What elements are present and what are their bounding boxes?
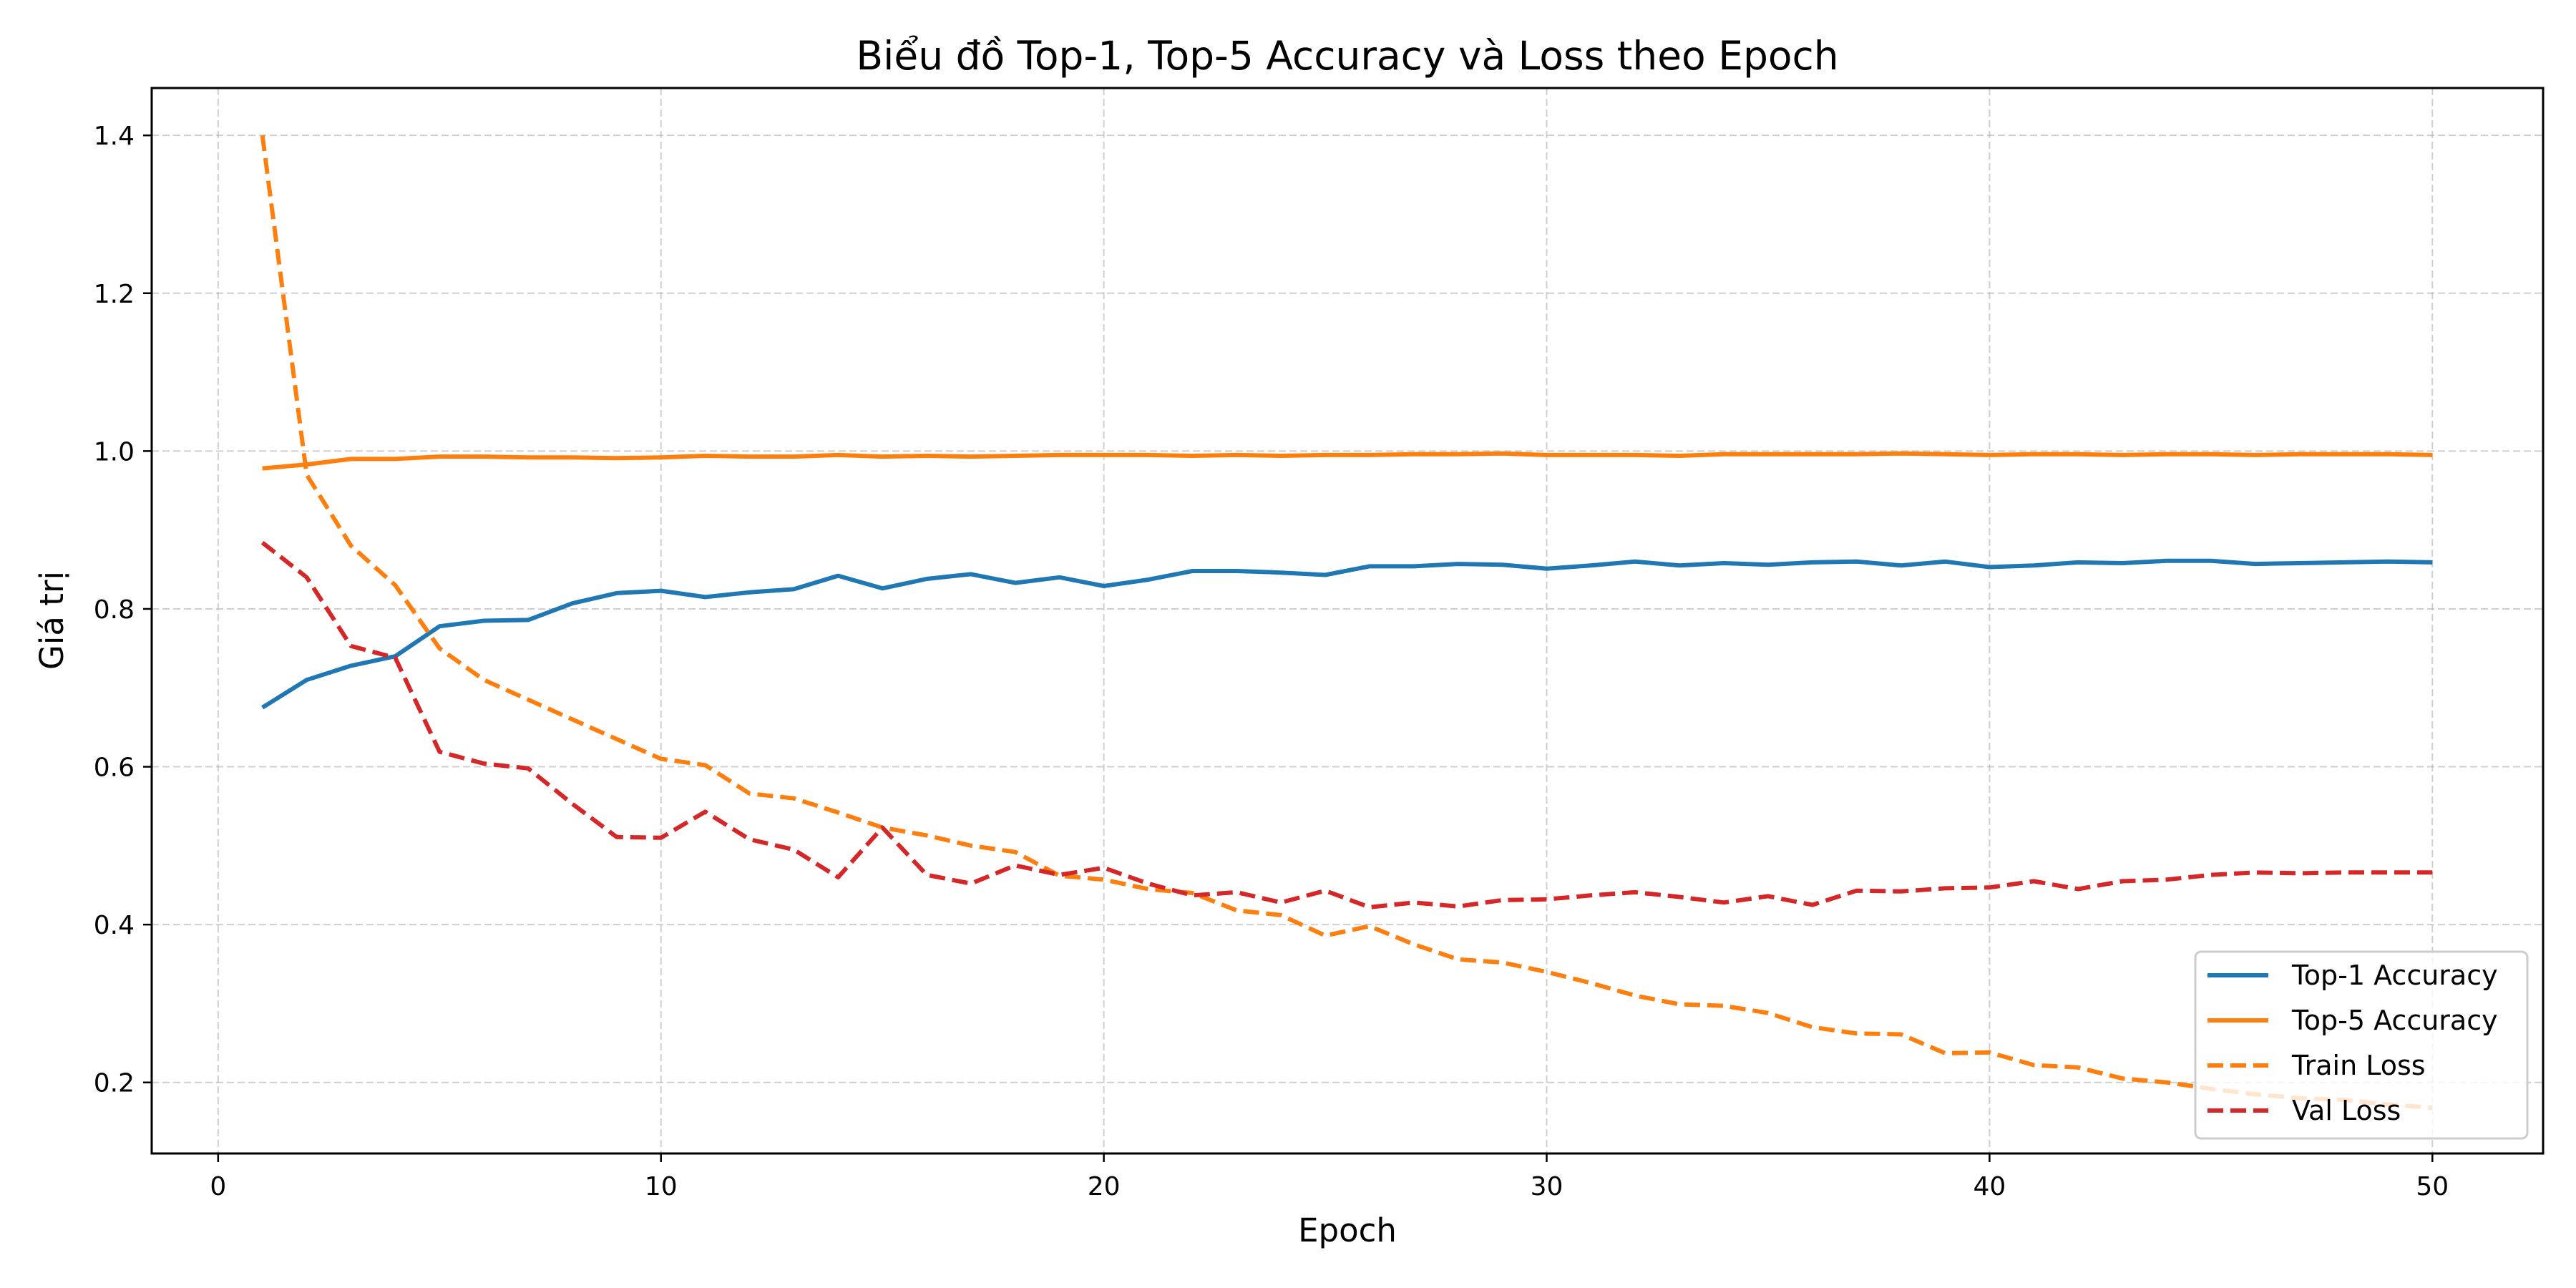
legend-label-train-loss: Train Loss [2291,1050,2426,1081]
y-axis-ticks: 0.2 0.4 0.6 0.8 1.0 1.2 1.4 [94,122,152,1098]
x-gridlines [217,88,2434,1153]
y-tick-label: 0.4 [94,911,135,940]
x-tick-label: 40 [1973,1172,2006,1201]
y-tick-label: 0.8 [94,595,135,625]
plot-frame [150,87,2545,1155]
legend-label-val-loss: Val Loss [2292,1095,2401,1126]
legend: Top-1 Accuracy Top-5 Accuracy Train Loss Va… [2194,950,2529,1140]
legend-label-top-5-accuracy: Top-5 Accuracy [2291,1005,2498,1036]
y-tick-label: 0.2 [94,1069,135,1098]
series-line-top-5-accuracy [262,451,2433,471]
legend-box [2194,950,2529,1140]
x-axis-ticks: 0 10 20 30 40 50 [210,1153,2449,1201]
x-tick-label: 10 [645,1172,678,1201]
chart-title: Biểu đồ Top-1, Top-5 Accuracy và Loss th… [856,33,1838,79]
y-gridlines [152,135,2543,1083]
x-tick-label: 20 [1088,1172,1121,1201]
y-tick-label: 1.4 [94,122,135,151]
plot-series [260,135,2433,1110]
series-line-top-1-accuracy [261,558,2433,710]
y-axis-label: Giá trị [33,571,71,670]
y-tick-label: 0.6 [94,753,135,783]
y-tick-label: 1.2 [94,280,135,309]
x-tick-label: 30 [1531,1172,1563,1201]
x-tick-label: 50 [2416,1172,2449,1201]
x-axis-label: Epoch [1298,1211,1397,1249]
series-line-train-loss [260,135,2433,1110]
y-tick-label: 1.0 [94,437,135,467]
x-tick-label: 0 [210,1172,226,1201]
legend-label-top-1-accuracy: Top-1 Accuracy [2291,960,2498,991]
